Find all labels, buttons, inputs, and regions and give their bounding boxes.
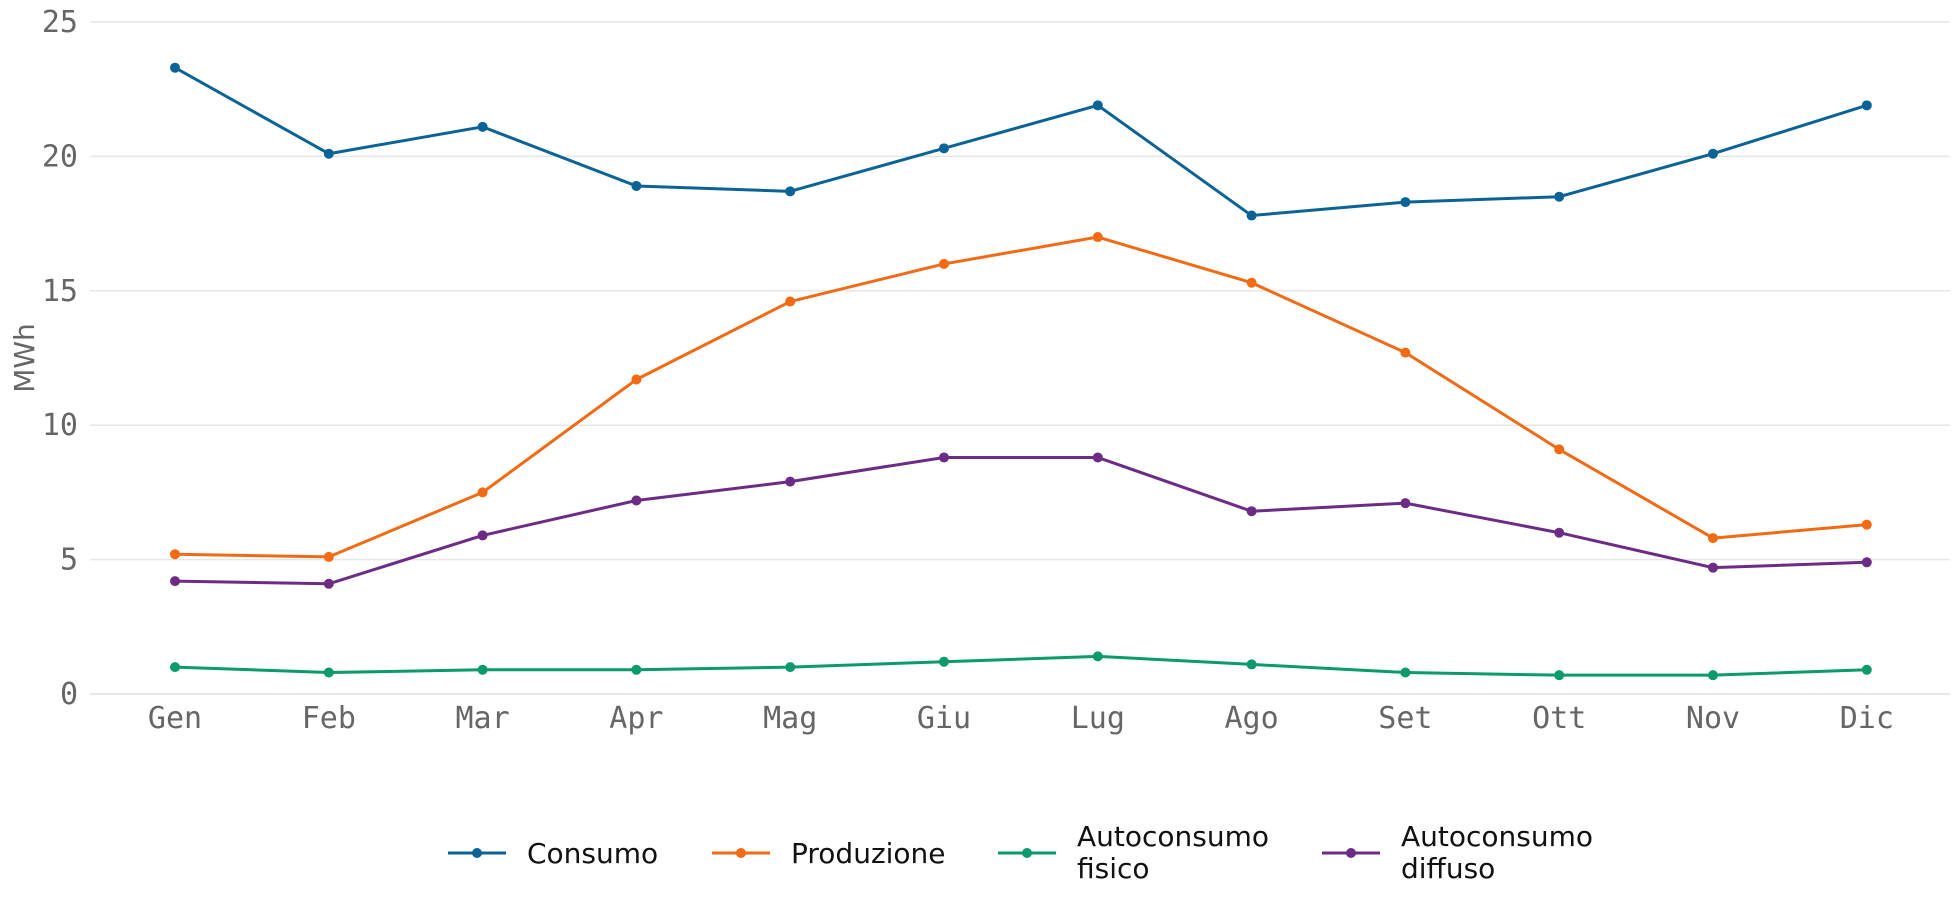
data-point <box>1554 191 1565 202</box>
data-point <box>939 143 949 154</box>
x-tick-label: Nov <box>1686 701 1740 736</box>
series-group <box>170 651 1872 681</box>
data-point <box>1092 452 1103 463</box>
data-point <box>939 656 949 667</box>
series-group <box>170 232 1872 562</box>
data-point <box>477 664 488 675</box>
x-tick-label: Lug <box>1071 701 1125 736</box>
series-line <box>173 235 1869 559</box>
data-point <box>1861 664 1872 675</box>
legend-label: Autoconsumo diffuso <box>1401 820 1593 885</box>
data-point <box>631 495 642 506</box>
data-point <box>939 258 949 269</box>
data-point <box>1554 527 1565 538</box>
legend-label-line: fisico <box>1077 852 1150 885</box>
legend-label: Produzione <box>791 837 946 870</box>
data-point <box>1400 347 1411 358</box>
x-tick-label: Feb <box>302 701 356 736</box>
x-tick-label: Apr <box>609 701 663 736</box>
data-point <box>477 121 488 132</box>
y-tick-label: 5 <box>60 543 78 578</box>
data-point <box>1400 667 1411 678</box>
y-tick-label: 25 <box>42 5 78 40</box>
legend-item: Produzione <box>712 837 946 870</box>
data-point <box>1092 232 1103 243</box>
x-tick-label: Mag <box>763 701 817 736</box>
data-point <box>1554 444 1565 455</box>
x-tick-label: Gen <box>148 701 202 736</box>
legend-marker-icon <box>736 848 746 858</box>
legend-label: Autoconsumo fisico <box>1077 820 1269 885</box>
data-point <box>170 662 180 673</box>
y-tick-label: 0 <box>60 677 78 712</box>
legend-item: Autoconsumo diffuso <box>1322 820 1593 885</box>
data-point <box>631 180 642 191</box>
data-point <box>1092 651 1103 662</box>
series-line <box>173 654 1869 677</box>
legend-label-line: diffuso <box>1401 852 1495 885</box>
data-point <box>323 667 334 678</box>
data-point <box>323 551 334 562</box>
series-line <box>173 66 1869 218</box>
data-point <box>1246 659 1257 670</box>
data-point <box>1246 210 1257 221</box>
data-point <box>170 576 180 587</box>
data-point <box>631 374 642 385</box>
data-point <box>1861 557 1872 568</box>
legend-marker-icon <box>472 848 482 858</box>
series-group <box>170 452 1872 589</box>
data-point <box>170 62 180 73</box>
data-point <box>1708 670 1718 681</box>
legend-item: Autoconsumo fisico <box>998 820 1269 885</box>
series-line <box>173 455 1869 586</box>
x-tick-label: Mar <box>456 701 510 736</box>
legend-item: Consumo <box>448 837 658 870</box>
data-point <box>1246 277 1257 288</box>
x-tick-label: Giu <box>917 701 971 736</box>
data-point <box>1708 148 1718 159</box>
data-point <box>1092 100 1103 111</box>
data-point <box>785 186 796 197</box>
y-tick-label: 20 <box>42 139 78 174</box>
data-point <box>477 487 488 498</box>
y-tick-label: 10 <box>42 408 78 443</box>
data-point <box>1246 506 1257 517</box>
data-point <box>785 476 796 487</box>
data-point <box>1708 533 1718 544</box>
legend-marker-icon <box>1346 848 1356 858</box>
data-point <box>785 296 796 307</box>
data-point <box>1861 519 1872 530</box>
data-point <box>477 530 488 541</box>
x-tick-label: Ott <box>1532 701 1586 736</box>
data-point <box>323 578 334 589</box>
x-tick-label: Set <box>1378 701 1432 736</box>
data-point <box>170 549 180 560</box>
legend-marker-icon <box>1022 848 1032 858</box>
x-tick-label: Dic <box>1840 701 1894 736</box>
data-point <box>1400 498 1411 509</box>
data-point <box>939 452 949 463</box>
data-point <box>323 148 334 159</box>
data-point <box>1708 562 1718 573</box>
data-point <box>1554 670 1565 681</box>
grid-layer <box>90 21 1950 695</box>
x-tick-label: Ago <box>1225 701 1279 736</box>
data-point <box>631 664 642 675</box>
series-layer <box>170 62 1872 681</box>
series-group <box>170 62 1872 221</box>
data-point <box>1861 100 1872 111</box>
data-point <box>1400 197 1411 208</box>
legend-label-line: Autoconsumo <box>1401 820 1593 853</box>
data-point <box>785 662 796 673</box>
legend-label-line: Autoconsumo <box>1077 820 1269 853</box>
legend-label: Consumo <box>527 837 658 870</box>
y-axis-label: MWh <box>8 323 41 393</box>
axis-layer: 0 5 10 15 20 25 Gen Feb Mar Apr Mag Giu Lug Ago Set Ott… <box>8 5 1894 736</box>
y-tick-label: 15 <box>42 274 78 309</box>
